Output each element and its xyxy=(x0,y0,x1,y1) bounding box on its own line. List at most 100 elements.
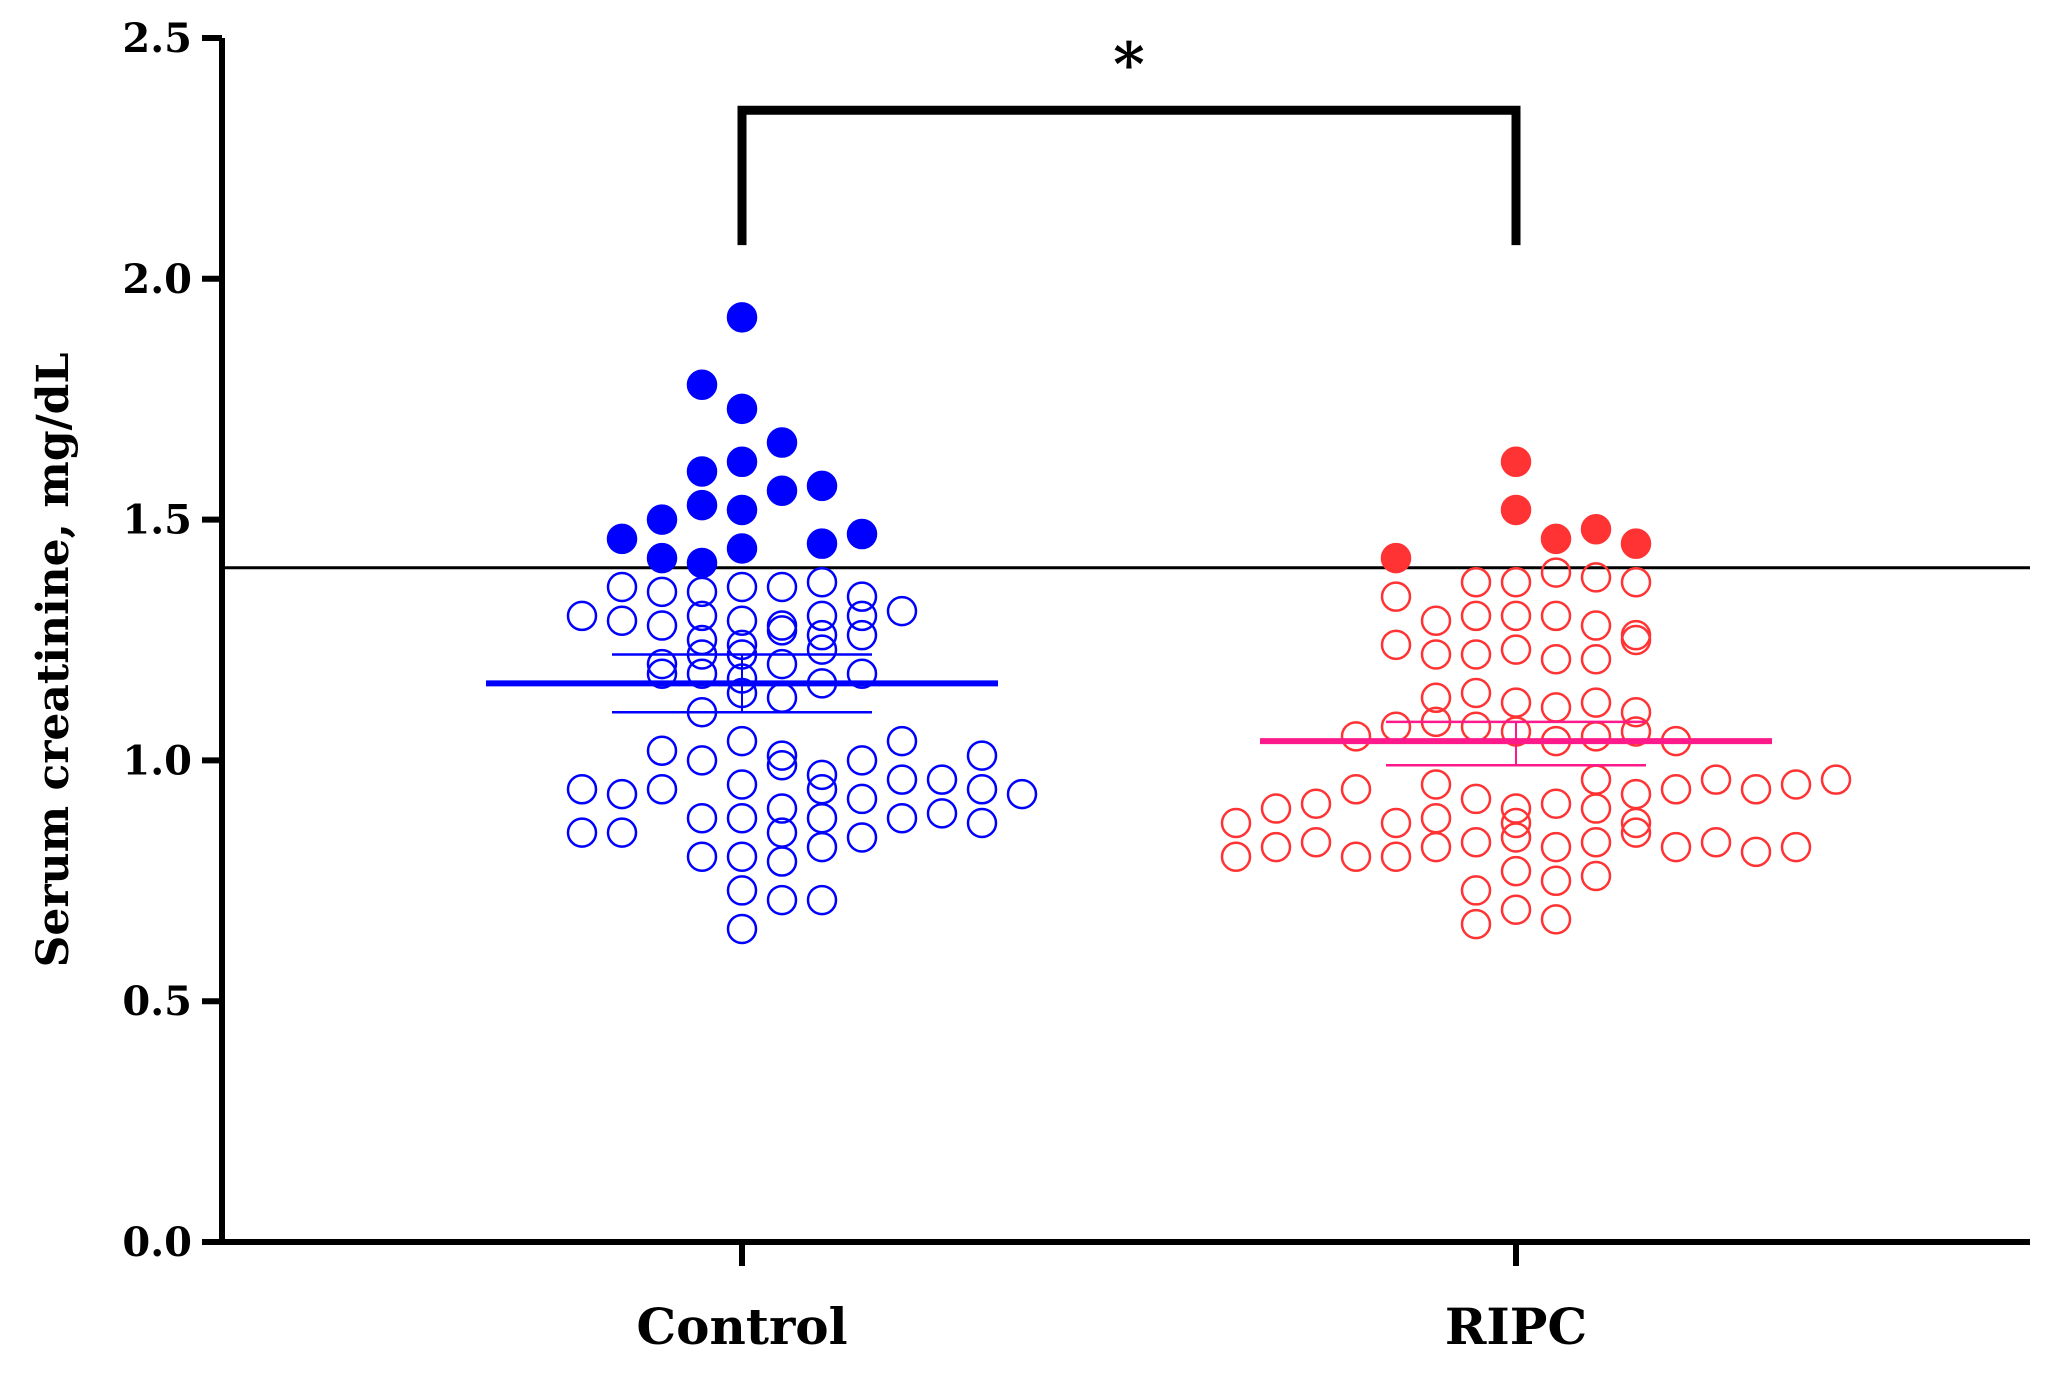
control-point xyxy=(686,745,718,776)
axes-layer: 0.0 0.5 1.0 1.5 2.0 2.5 Control RIPC xyxy=(122,15,2030,1356)
y-tick-label: 0.5 xyxy=(122,978,192,1025)
ripc-point xyxy=(1380,542,1412,574)
x-tick-label: RIPC xyxy=(1445,1297,1587,1356)
control-point xyxy=(726,571,758,603)
control-point xyxy=(686,600,718,632)
ripc-point xyxy=(1500,634,1532,665)
ripc-point xyxy=(1460,827,1492,858)
ripc-point xyxy=(1300,788,1332,819)
control-point xyxy=(686,576,718,608)
ripc-point xyxy=(1460,783,1492,815)
control-point xyxy=(686,841,718,872)
control-point xyxy=(766,682,798,714)
ripc-point xyxy=(1220,807,1252,839)
significance-bracket-line xyxy=(737,105,1521,246)
ripc-point xyxy=(1780,769,1812,800)
control-point xyxy=(926,798,958,829)
ripc-point xyxy=(1580,721,1612,752)
ripc-point xyxy=(1380,807,1412,839)
ripc-point xyxy=(1660,831,1692,863)
ripc-point xyxy=(1500,855,1532,887)
ripc-point xyxy=(1700,764,1732,795)
control-point xyxy=(806,600,838,632)
ripc-point xyxy=(1500,600,1532,632)
ripc-point xyxy=(1620,716,1652,747)
ripc-point xyxy=(1420,682,1452,714)
ripc-point xyxy=(1780,831,1812,863)
control-point xyxy=(886,764,918,795)
control-point xyxy=(606,778,638,810)
control-point xyxy=(686,547,718,579)
control-point xyxy=(846,745,878,776)
y-tick-label: 1.0 xyxy=(122,737,192,784)
ripc-point xyxy=(1420,605,1452,636)
ripc-point xyxy=(1340,841,1372,872)
ripc-point xyxy=(1460,711,1492,742)
ripc-point xyxy=(1540,831,1572,863)
ripc-point xyxy=(1620,817,1652,848)
control-point xyxy=(886,595,918,627)
ripc-point xyxy=(1380,629,1412,661)
ripc-point xyxy=(1260,831,1292,863)
ripc-point xyxy=(1380,711,1412,742)
control-point xyxy=(646,610,678,641)
ripc-point xyxy=(1540,692,1572,723)
control-point xyxy=(726,769,758,800)
control-point xyxy=(606,571,638,603)
y-tick-label: 1.5 xyxy=(122,497,192,544)
ripc-point xyxy=(1580,764,1612,795)
y-tick-label: 2.0 xyxy=(122,256,192,303)
control-point xyxy=(806,831,838,863)
ripc-point xyxy=(1540,644,1572,675)
ripc-point xyxy=(1620,566,1652,598)
ripc-point xyxy=(1620,696,1652,728)
ripc-point xyxy=(1620,624,1652,656)
ripc-point xyxy=(1220,841,1252,872)
control-point xyxy=(846,658,878,689)
ripc-point xyxy=(1540,523,1572,555)
ripc-point xyxy=(1660,774,1692,805)
ripc-point xyxy=(1380,841,1412,872)
control-point xyxy=(766,615,798,646)
ripc-point xyxy=(1580,644,1612,675)
control-point xyxy=(806,528,838,559)
ripc-point xyxy=(1300,827,1332,858)
control-point xyxy=(806,884,838,916)
x-tick-label: Control xyxy=(636,1297,847,1356)
control-point xyxy=(806,470,838,502)
control-point xyxy=(726,841,758,872)
control-point xyxy=(646,774,678,805)
control-point xyxy=(766,846,798,877)
control-point xyxy=(766,648,798,680)
control-point xyxy=(806,802,838,834)
ripc-point xyxy=(1420,639,1452,670)
control-point xyxy=(806,759,838,791)
control-point xyxy=(646,542,678,574)
ripc-point xyxy=(1620,807,1652,839)
control-point xyxy=(566,774,598,805)
control-point xyxy=(606,605,638,636)
ripc-point xyxy=(1580,860,1612,892)
ripc-point xyxy=(1460,908,1492,940)
ripc-point xyxy=(1420,831,1452,863)
ripc-point xyxy=(1460,566,1492,598)
ripc-point xyxy=(1460,639,1492,670)
control-point xyxy=(686,489,718,521)
ripc-point xyxy=(1540,600,1572,632)
control-point xyxy=(966,774,998,805)
control-point xyxy=(926,764,958,795)
control-point xyxy=(766,740,798,771)
control-point xyxy=(726,533,758,564)
y-tick-label: 2.5 xyxy=(122,15,192,62)
ripc-point xyxy=(1580,793,1612,824)
ripc-point xyxy=(1500,807,1532,839)
control-point xyxy=(766,427,798,458)
control-point xyxy=(566,817,598,848)
control-point xyxy=(726,302,758,333)
control-point xyxy=(806,619,838,651)
ripc-point xyxy=(1540,557,1572,588)
ripc-point xyxy=(1580,513,1612,545)
control-point xyxy=(726,446,758,478)
means-layer xyxy=(486,653,1772,767)
